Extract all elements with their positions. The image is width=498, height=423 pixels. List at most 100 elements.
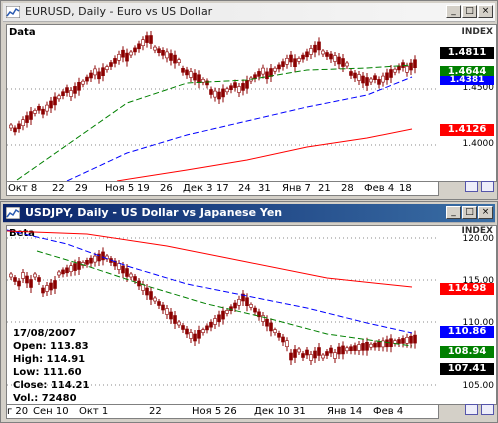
- candle-body: [245, 79, 249, 89]
- candle-body: [333, 55, 337, 62]
- scroll-corner-button[interactable]: [465, 181, 478, 192]
- candle-body: [205, 80, 209, 86]
- price-badge-ma-slow: 114.98: [440, 283, 494, 295]
- price-badge-close: 107.41: [440, 363, 494, 375]
- candle-body: [53, 96, 57, 106]
- usdjpy-titlebar[interactable]: USDJPY, Daily - US Dollar vs Japanese Ye…: [3, 204, 495, 223]
- candle-body: [405, 337, 409, 344]
- scroll-corner-button[interactable]: [481, 404, 494, 415]
- candle-body: [77, 261, 81, 270]
- index-label: INDEX: [461, 226, 493, 236]
- time-tick: Янв 7: [282, 183, 311, 194]
- candle-body: [93, 255, 97, 263]
- candle-body: [193, 333, 197, 342]
- time-tick: 31: [293, 406, 306, 417]
- candle-body: [185, 69, 189, 76]
- candle-body: [409, 335, 413, 344]
- candle-body: [105, 66, 109, 70]
- usdjpy-title: USDJPY, Daily - US Dollar vs Japanese Ye…: [25, 206, 283, 219]
- candle-body: [17, 280, 21, 287]
- candle-body: [237, 86, 241, 93]
- indicator-label: Beta: [9, 228, 35, 239]
- time-tick: 19: [137, 183, 150, 194]
- candle-body: [97, 71, 101, 80]
- candle-body: [369, 343, 373, 348]
- candle-body: [329, 53, 333, 60]
- candle-body: [205, 325, 209, 331]
- chart-window-icon: [6, 6, 20, 18]
- scroll-corner-button[interactable]: [481, 181, 494, 192]
- ma-mid-line: [7, 229, 413, 334]
- candle-body: [113, 260, 117, 267]
- candle-body: [409, 62, 413, 71]
- candle-body: [405, 65, 409, 73]
- price-badge-ma-mid: 110.86: [440, 326, 494, 338]
- candle-body: [293, 58, 297, 68]
- candle-body: [201, 329, 205, 333]
- time-tick: 21: [318, 183, 331, 194]
- candle-body: [285, 340, 289, 347]
- candle-body: [301, 54, 305, 60]
- candle-body: [125, 52, 129, 62]
- index-label: INDEX: [461, 27, 493, 37]
- candle-body: [269, 322, 273, 332]
- price-tick: 120.00: [462, 234, 495, 244]
- candle-body: [285, 57, 289, 65]
- candle-body: [237, 299, 241, 306]
- candle-body: [85, 76, 89, 82]
- candle-body: [241, 83, 245, 91]
- candle-body: [121, 49, 125, 58]
- candle-body: [189, 332, 193, 339]
- candle-body: [385, 339, 389, 348]
- candle-body: [381, 340, 385, 348]
- maximize-button[interactable]: □: [462, 206, 477, 219]
- minimize-button[interactable]: _: [446, 5, 461, 18]
- candle-body: [309, 48, 313, 55]
- candle-body: [305, 349, 309, 356]
- candle-body: [37, 277, 41, 282]
- candle-body: [257, 311, 261, 318]
- price-tick: 1.4500: [462, 83, 495, 93]
- candle-body: [221, 310, 225, 320]
- time-tick: Окт 8: [8, 183, 38, 194]
- usdjpy-price-plot[interactable]: Beta 17/08/2007 Open: 113.83 High: 114.9…: [6, 225, 439, 405]
- maximize-button[interactable]: □: [462, 5, 477, 18]
- close-button[interactable]: ×: [478, 206, 493, 219]
- candle-body: [13, 277, 17, 282]
- time-tick: Янв 14: [327, 406, 363, 417]
- candle-body: [9, 273, 13, 278]
- time-tick: 18: [399, 183, 412, 194]
- candle-body: [45, 104, 49, 112]
- candle-body: [373, 75, 377, 81]
- candle-body: [125, 268, 129, 277]
- candle-body: [273, 67, 277, 72]
- candle-body: [389, 69, 393, 78]
- minimize-button[interactable]: _: [446, 206, 461, 219]
- scroll-corner-button[interactable]: [465, 404, 478, 415]
- candle-body: [333, 352, 337, 359]
- candle-body: [357, 74, 361, 81]
- time-tick: Фев 4: [373, 406, 404, 417]
- candle-body: [261, 67, 265, 75]
- candle-body: [373, 342, 377, 348]
- eurusd-price-plot[interactable]: Data: [6, 24, 439, 182]
- candle-body: [357, 344, 361, 351]
- candle-body: [33, 110, 37, 114]
- candle-body: [213, 318, 217, 325]
- ma-slow-line: [7, 230, 413, 288]
- candle-body: [157, 48, 161, 54]
- candle-body: [193, 72, 197, 81]
- candle-body: [309, 354, 313, 361]
- candle-body: [385, 72, 389, 81]
- candle-body: [381, 75, 385, 83]
- time-tick: Ноя 5: [192, 406, 222, 417]
- candle-body: [337, 56, 341, 65]
- close-button[interactable]: ×: [478, 5, 493, 18]
- candle-body: [277, 64, 281, 70]
- candle-body: [401, 338, 405, 344]
- eurusd-titlebar[interactable]: EURUSD, Daily - Euro vs US Dollar _ □ ×: [3, 3, 495, 22]
- candle-body: [117, 263, 121, 270]
- candle-body: [177, 321, 181, 326]
- candle-body: [221, 88, 225, 98]
- ma-fast-line: [36, 250, 413, 347]
